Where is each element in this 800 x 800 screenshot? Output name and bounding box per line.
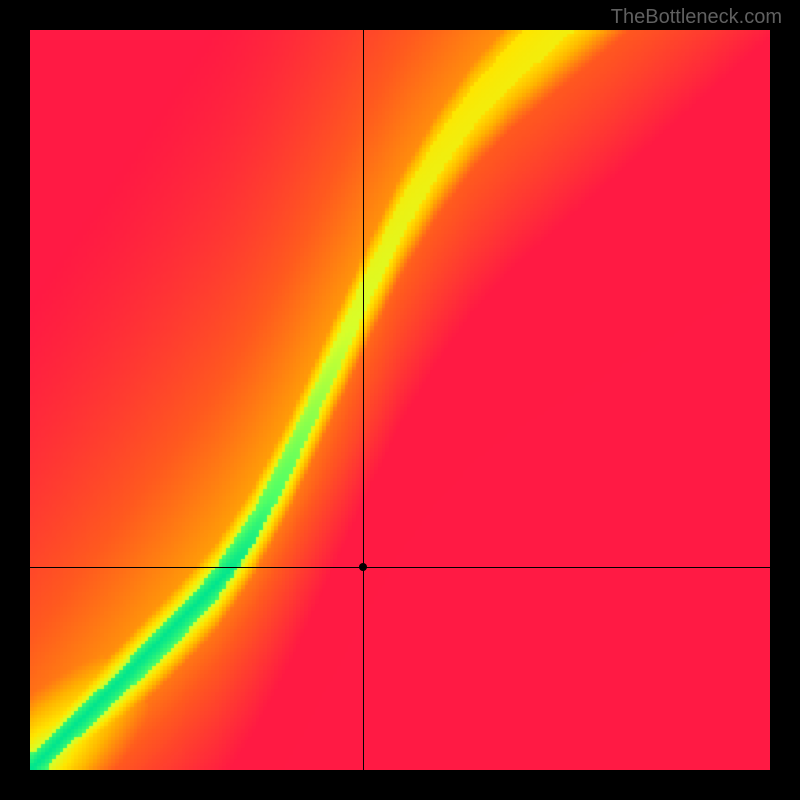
crosshair-vertical — [363, 30, 364, 770]
selection-marker — [359, 563, 367, 571]
bottleneck-heatmap — [30, 30, 770, 770]
watermark-text: TheBottleneck.com — [611, 6, 782, 29]
heatmap-canvas — [30, 30, 770, 770]
crosshair-horizontal — [30, 567, 770, 568]
